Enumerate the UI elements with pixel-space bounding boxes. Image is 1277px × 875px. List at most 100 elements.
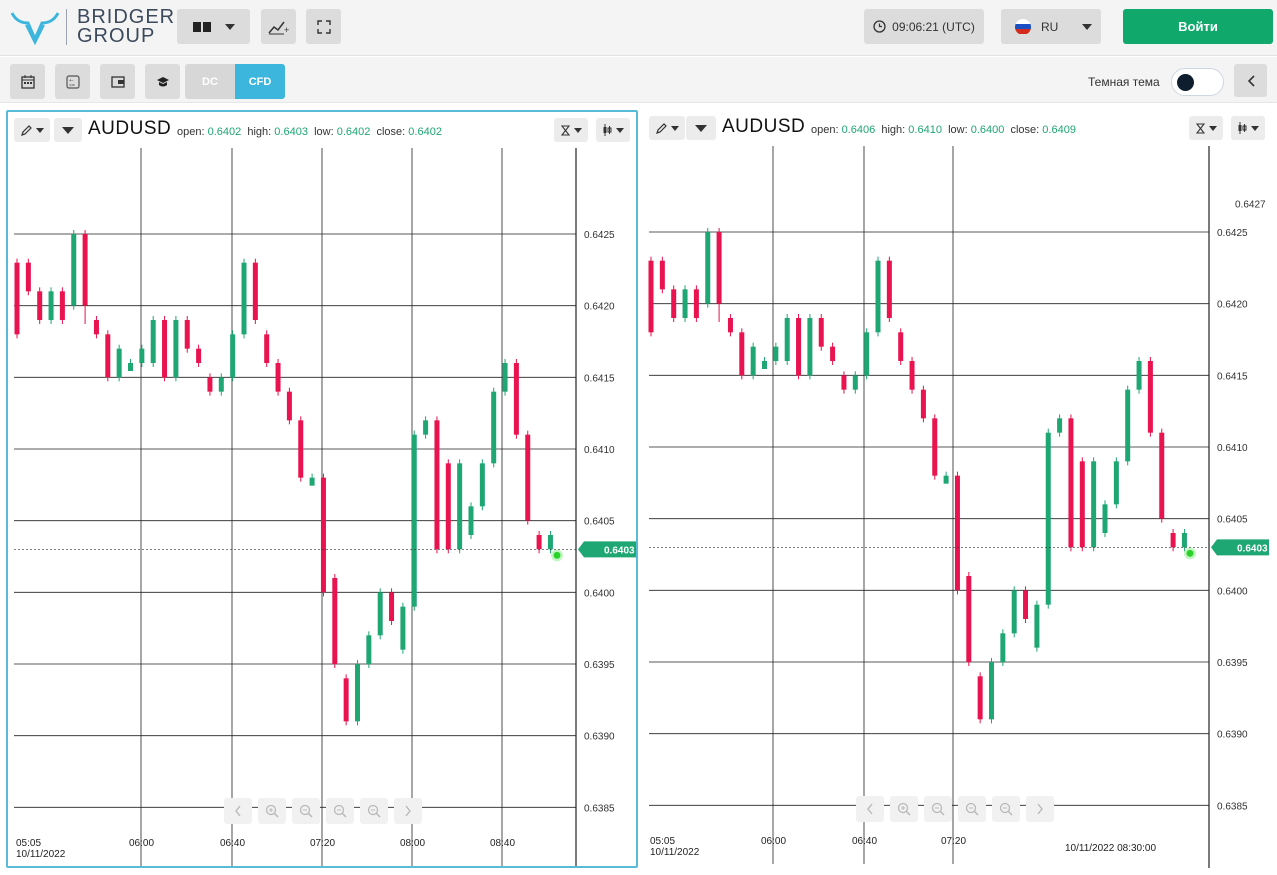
candle-body bbox=[671, 289, 677, 318]
time-tick-label: 05:05 bbox=[16, 838, 41, 849]
candle-body bbox=[343, 678, 349, 722]
chart-panel-right[interactable]: AUDUSD open: 0.6406 high: 0.6410 low: 0.… bbox=[643, 110, 1277, 868]
scroll-right-button[interactable] bbox=[1026, 796, 1054, 822]
price-tick-label: 0.6415 bbox=[1217, 371, 1248, 382]
price-tick-label: 0.6390 bbox=[1217, 730, 1248, 741]
candle-body bbox=[1023, 590, 1029, 619]
drawing-tools-button[interactable] bbox=[14, 118, 50, 142]
open-value: 0.6402 bbox=[207, 126, 242, 138]
low-label: low: bbox=[314, 126, 334, 138]
education-button[interactable] bbox=[145, 64, 180, 99]
candle-body bbox=[479, 463, 485, 507]
candle-body bbox=[332, 578, 338, 664]
time-tick-label: 07:20 bbox=[941, 836, 966, 847]
price-tick-label: 0.6400 bbox=[584, 588, 615, 599]
pencil-icon bbox=[20, 124, 32, 136]
candle-body bbox=[682, 289, 688, 318]
candle-body bbox=[932, 418, 938, 476]
candle-body bbox=[264, 334, 270, 363]
zoom-in-button[interactable] bbox=[890, 796, 918, 822]
timeframe-button[interactable] bbox=[1189, 116, 1223, 140]
language-dropdown[interactable]: RU bbox=[1001, 9, 1101, 44]
wallet-button[interactable] bbox=[100, 64, 135, 99]
zoom-out-button[interactable] bbox=[326, 798, 354, 824]
two-panel-layout-icon bbox=[192, 21, 211, 32]
language-label: RU bbox=[1041, 19, 1059, 34]
price-tick-label: 0.6405 bbox=[584, 517, 615, 528]
candlestick-chart-right[interactable]: 0.6425 0.6420 0.6415 0.6410 0.6405 0.6400 0.63… bbox=[643, 110, 1277, 868]
candle-body bbox=[286, 391, 292, 421]
open-label: open: bbox=[811, 124, 839, 136]
candle-body bbox=[841, 375, 847, 390]
candle-body bbox=[989, 662, 994, 720]
time-tick-label: 08:00 bbox=[400, 838, 425, 849]
layout-dropdown-button[interactable] bbox=[177, 9, 250, 44]
candle-body bbox=[659, 260, 665, 290]
high-value: 0.6410 bbox=[908, 124, 942, 136]
education-icon bbox=[156, 76, 169, 86]
low-value: 0.6400 bbox=[970, 124, 1005, 136]
zoom-out-button[interactable] bbox=[924, 796, 952, 822]
fullscreen-button[interactable] bbox=[306, 9, 341, 44]
logo-line1: BRIDGER bbox=[77, 6, 176, 28]
candle-body bbox=[648, 260, 654, 333]
chevron-down-icon bbox=[573, 127, 582, 133]
calculator-button[interactable]: +- ×= bbox=[55, 64, 90, 99]
reset-zoom-button[interactable] bbox=[360, 798, 388, 824]
chart-type-button[interactable] bbox=[1231, 116, 1265, 140]
candle-body bbox=[807, 318, 813, 376]
zoom-in-button[interactable] bbox=[258, 798, 286, 824]
candle-body bbox=[547, 535, 553, 550]
chart-panel-left[interactable]: AUDUSD open: 0.6402 high: 0.6403 low: 0.… bbox=[6, 110, 638, 868]
candle-body bbox=[252, 262, 258, 320]
clock-icon bbox=[873, 20, 886, 33]
chart-type-button[interactable] bbox=[596, 118, 630, 142]
candle-body bbox=[389, 592, 395, 621]
candle-body bbox=[218, 377, 224, 392]
add-indicator-button[interactable]: + bbox=[261, 9, 296, 44]
candle-body bbox=[920, 389, 926, 419]
candle-body bbox=[275, 363, 281, 392]
candle-body bbox=[739, 332, 745, 376]
candle-body bbox=[37, 291, 43, 320]
live-price-dot bbox=[553, 551, 561, 559]
price-tick-label: 0.6410 bbox=[1217, 443, 1248, 454]
symbol-dropdown-button[interactable] bbox=[686, 116, 716, 140]
scroll-right-button[interactable] bbox=[394, 798, 422, 824]
bridger-group-logo[interactable]: BRIDGER GROUP bbox=[10, 7, 175, 47]
candle-body bbox=[864, 332, 870, 376]
tab-dc[interactable]: DC bbox=[185, 64, 235, 99]
candle-body bbox=[196, 348, 202, 363]
price-tick-label: 0.6410 bbox=[584, 445, 615, 456]
candle-body bbox=[184, 320, 190, 349]
candle-body bbox=[784, 318, 790, 361]
tab-cfd[interactable]: CFD bbox=[235, 64, 285, 99]
time-tick-label: 06:40 bbox=[852, 836, 877, 847]
fullscreen-icon bbox=[316, 19, 331, 34]
timeframe-button[interactable] bbox=[554, 118, 588, 142]
clock-time: 09:06:21 (UTC) bbox=[892, 19, 975, 34]
symbol-dropdown-button[interactable] bbox=[54, 118, 82, 142]
login-button[interactable]: Войти bbox=[1123, 9, 1273, 44]
candle-body bbox=[898, 332, 904, 361]
zoom-out-button[interactable] bbox=[292, 798, 320, 824]
zoom-out-button[interactable] bbox=[958, 796, 986, 822]
calendar-button[interactable] bbox=[10, 64, 45, 99]
crosshair-time-label: 10/11/2022 08:30:00 bbox=[1065, 843, 1156, 854]
candle-body bbox=[355, 664, 360, 722]
reset-zoom-button[interactable] bbox=[992, 796, 1020, 822]
candle-body bbox=[1136, 361, 1142, 390]
scroll-left-button[interactable] bbox=[856, 796, 884, 822]
candle-body bbox=[1125, 389, 1131, 462]
candle-body bbox=[875, 260, 881, 333]
dark-theme-toggle[interactable] bbox=[1171, 68, 1224, 96]
collapse-panel-button[interactable] bbox=[1234, 64, 1267, 97]
candlestick-chart-left[interactable]: 0.6425 0.6420 0.6415 0.6410 0.6405 0.6400 0.63… bbox=[8, 112, 636, 866]
price-tick-label: 0.6420 bbox=[584, 302, 615, 313]
chevron-down-icon bbox=[1208, 125, 1217, 131]
drawing-tools-button[interactable] bbox=[649, 116, 685, 140]
candle-body bbox=[320, 477, 326, 593]
scroll-left-button[interactable] bbox=[224, 798, 252, 824]
close-label: close: bbox=[1010, 124, 1040, 136]
price-tick-label: 0.6395 bbox=[1217, 658, 1248, 669]
